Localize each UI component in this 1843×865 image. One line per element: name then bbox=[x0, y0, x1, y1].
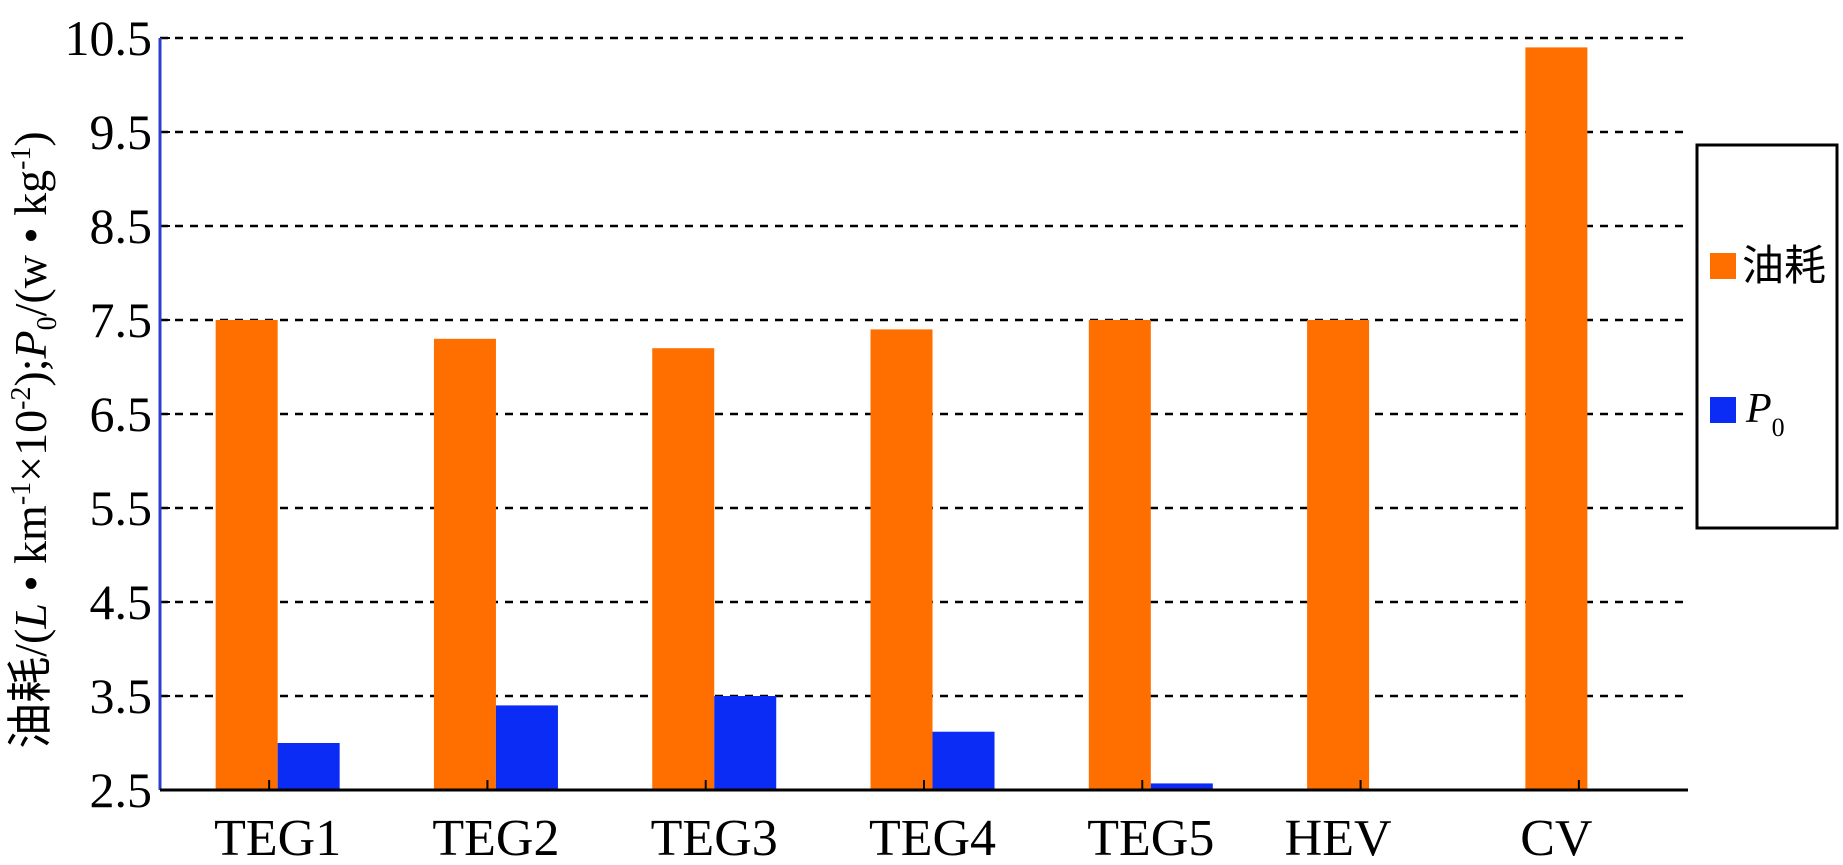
y-tick-label: 9.5 bbox=[90, 104, 153, 160]
x-tick-label: TEG1 bbox=[214, 810, 341, 865]
bars bbox=[215, 47, 1588, 790]
bar-p0-teg3 bbox=[714, 696, 777, 790]
bar-fuel-teg5 bbox=[1088, 320, 1151, 790]
y-axis-label: 油耗/(L • km-1×10-2);P0/(w • kg-1) bbox=[5, 131, 63, 749]
bar-fuel-teg3 bbox=[652, 348, 715, 790]
legend-swatch-p0 bbox=[1710, 397, 1736, 423]
y-tick-label: 2.5 bbox=[90, 762, 153, 818]
gridlines bbox=[160, 36, 1688, 791]
y-tick-label: 5.5 bbox=[90, 480, 153, 536]
bar-p0-teg2 bbox=[495, 705, 558, 790]
bar-p0-teg1 bbox=[277, 743, 340, 790]
y-tick-label: 10.5 bbox=[65, 10, 153, 66]
bar-fuel-teg2 bbox=[433, 338, 496, 790]
legend-label-fuel: 油耗 bbox=[1742, 244, 1826, 290]
x-tick-label: TEG3 bbox=[651, 810, 778, 865]
y-tick-label: 4.5 bbox=[90, 574, 153, 630]
y-tick-labels: 2.5 3.5 4.5 5.5 6.5 7.5 8.5 9.5 10.5 bbox=[65, 10, 153, 818]
bar-p0-teg5 bbox=[1150, 783, 1213, 790]
bar-fuel-hev bbox=[1307, 320, 1370, 790]
bar-fuel-teg1 bbox=[215, 320, 278, 790]
y-tick-label: 6.5 bbox=[90, 386, 153, 442]
bar-fuel-cv bbox=[1525, 47, 1588, 790]
x-tick-label: TEG5 bbox=[1087, 810, 1214, 865]
legend: 油耗 P0 bbox=[1695, 143, 1839, 530]
y-tick-label: 3.5 bbox=[90, 668, 153, 724]
legend-label-p0: P0 bbox=[1745, 386, 1785, 442]
x-tick-label: TEG2 bbox=[432, 810, 559, 865]
bar-fuel-teg4 bbox=[870, 329, 933, 790]
legend-box bbox=[1695, 143, 1839, 530]
y-tick-label: 7.5 bbox=[90, 292, 153, 348]
bar-p0-teg4 bbox=[932, 731, 995, 790]
x-tick-labels: TEG1 TEG2 TEG3 TEG4 TEG5 HEV CV bbox=[214, 780, 1593, 865]
x-tick-label: CV bbox=[1520, 810, 1592, 865]
x-tick-label: TEG4 bbox=[869, 810, 996, 865]
x-tick-label: HEV bbox=[1285, 810, 1392, 865]
legend-swatch-fuel bbox=[1710, 253, 1736, 279]
y-tick-label: 8.5 bbox=[90, 198, 153, 254]
